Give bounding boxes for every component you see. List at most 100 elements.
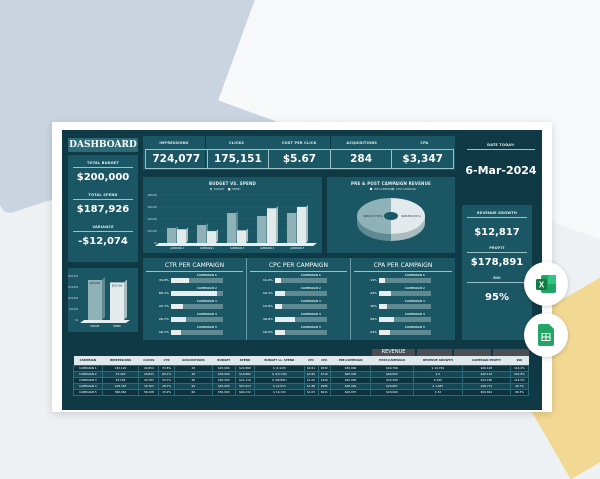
category-label: CAMPAIGN 2	[196, 287, 218, 290]
column-header[interactable]: SPEND	[235, 356, 255, 365]
bar-fill	[171, 317, 186, 322]
value-label: 89.1%	[159, 292, 169, 295]
revenue-group-header: REVENUE	[372, 349, 415, 356]
chart-floor	[155, 243, 317, 246]
x-tick-label: CAMPAIGN 1	[170, 247, 185, 250]
data-label: $183,037 (50%)	[363, 215, 382, 218]
total-budget-spend-chart: $0 $50,000 $100,000 $150,000 $200,000 $200,00…	[68, 268, 138, 332]
bar-spend	[207, 231, 216, 243]
column-header[interactable]: ROI	[510, 356, 529, 365]
kpi-value: $3,347	[402, 153, 443, 165]
value-label: 23%	[370, 292, 377, 295]
bar	[88, 280, 102, 320]
bar-fill	[379, 304, 388, 309]
category-label: CAMPAIGN 5	[300, 326, 322, 329]
category-label: CAMPAIGN 5	[196, 326, 218, 329]
column-header[interactable]: BUDGET vs. SPEND	[254, 356, 305, 365]
y-tick-label: $50,000	[69, 308, 79, 311]
google-sheets-icon[interactable]	[524, 313, 568, 357]
category-label: CAMPAIGN 4	[196, 313, 218, 316]
pie-slice-post	[391, 198, 425, 234]
hbar-chart: CPC PER CAMPAIGN CAMPAIGN 1 11.0% CAMPAIGN …	[247, 258, 351, 340]
legend-label: PRE-CAMPAIGN	[374, 188, 392, 191]
hbar-chart: CPA PER CAMPAIGN CAMPAIGN 1 11% CAMPAIGN 2 2…	[351, 258, 455, 340]
bar	[110, 282, 124, 320]
x-tick-label: CAMPAIGN 3	[230, 247, 245, 250]
value-label: 11.0%	[263, 279, 273, 282]
x-tick-label: CAMPAIGN 2	[200, 247, 215, 250]
bar-fill	[171, 330, 181, 335]
total-budget-label: TOTAL BUDGET	[86, 161, 120, 165]
column-header[interactable]: POST-CAMPAIGN	[370, 356, 414, 365]
y-tick-label: $40,000	[148, 218, 158, 221]
pie-slice-pre	[357, 198, 391, 234]
bar-budget	[197, 225, 206, 243]
table-row: CAMPAIGN 5 366,962 58,108 15.9% 66 $50,000 $60…	[73, 388, 530, 396]
group-header	[493, 349, 529, 356]
bar-fill	[275, 291, 285, 296]
group-header	[417, 349, 452, 356]
column-header[interactable]: CTR	[158, 356, 175, 365]
date-value: 6-Mar-2024	[465, 164, 537, 177]
variance-value: -$12,074	[78, 236, 128, 247]
table-row: CAMPAIGN 2 23,420 20,843 89.1% 28 $30,000 $19,…	[73, 370, 530, 378]
x-tick-label: CAMPAIGN 4	[260, 247, 275, 250]
bar-fill	[379, 330, 390, 335]
bar-fill	[379, 278, 385, 283]
campaign-table: CAMPAIGN IMPRESSIONS CLICKS CTR ACQUISITIONS…	[73, 356, 530, 396]
legend-label: BUDGET	[214, 187, 225, 191]
legend-swatch	[369, 187, 373, 191]
value-label: 39.0%	[263, 318, 273, 321]
chart-title: CTR PER CAMPAIGN	[164, 262, 225, 269]
table-cell: 99.3%	[509, 388, 530, 396]
column-header[interactable]: CPC	[304, 356, 318, 365]
column-header[interactable]: CLICKS	[138, 356, 159, 365]
column-header[interactable]: REVENUE GROWTH	[413, 356, 463, 365]
column-header[interactable]: CPA	[318, 356, 331, 365]
revenue-growth-value: $12,817	[474, 227, 520, 238]
column-header[interactable]: CAMPAIGN PROFIT	[462, 356, 511, 365]
column-header[interactable]: BUDGET	[212, 356, 236, 365]
category-label: CAMPAIGN 1	[300, 274, 322, 277]
bar-side	[216, 229, 218, 243]
kpi-value: 724,077	[146, 150, 208, 168]
roi-value: 95%	[485, 292, 509, 303]
bar-side	[306, 204, 308, 243]
table-cell: $1.03	[303, 388, 319, 396]
kpi-card: CPA	[393, 136, 456, 170]
profit-value: $178,891	[470, 257, 524, 268]
category-label: CAMPAIGN 1	[196, 274, 218, 277]
value-label: 14.0%	[263, 305, 273, 308]
category-label: CAMPAIGN 4	[300, 313, 322, 316]
value-label: 22.7%	[159, 305, 169, 308]
kpi-label: COST PER CLICK	[281, 141, 317, 145]
bar-track	[275, 330, 327, 335]
date-panel: DATE TODAY: 6-Mar-2024	[462, 136, 540, 200]
value-label: 28.7%	[159, 318, 169, 321]
table-cell: 58,108	[138, 388, 160, 396]
bar-track	[275, 278, 327, 283]
column-header[interactable]: CAMPAIGN	[73, 356, 103, 365]
y-tick-label: $0	[154, 242, 157, 245]
bar-side	[276, 206, 278, 243]
bar-fill	[171, 278, 189, 283]
kpi-label: CLICKS	[229, 141, 245, 145]
kpi-label: CPA	[420, 141, 429, 145]
column-header[interactable]: PRE-CAMPAIGN	[330, 356, 371, 365]
x-tick-label: SPEND	[113, 325, 121, 328]
variance-label: VARIANCE	[92, 225, 114, 229]
excel-icon[interactable]: X	[524, 262, 568, 306]
category-label: CAMPAIGN 5	[404, 326, 426, 329]
y-tick-label: $150,000	[68, 286, 79, 289]
chart-floor	[80, 320, 130, 323]
kpi-value: 175,151	[208, 150, 270, 168]
column-header[interactable]: IMPRESSIONS	[102, 356, 139, 365]
table-cell: 66	[173, 388, 213, 396]
bar-fill	[171, 291, 218, 296]
column-header[interactable]: ACQUISITIONS	[174, 356, 213, 365]
revenue-growth-label: REVENUE GROWTH	[476, 211, 518, 215]
total-budget-value: $200,000	[76, 172, 130, 183]
y-tick-label: $20,000	[148, 230, 158, 233]
category-label: CAMPAIGN 2	[300, 287, 322, 290]
total-spend-value: $187,926	[76, 204, 130, 215]
